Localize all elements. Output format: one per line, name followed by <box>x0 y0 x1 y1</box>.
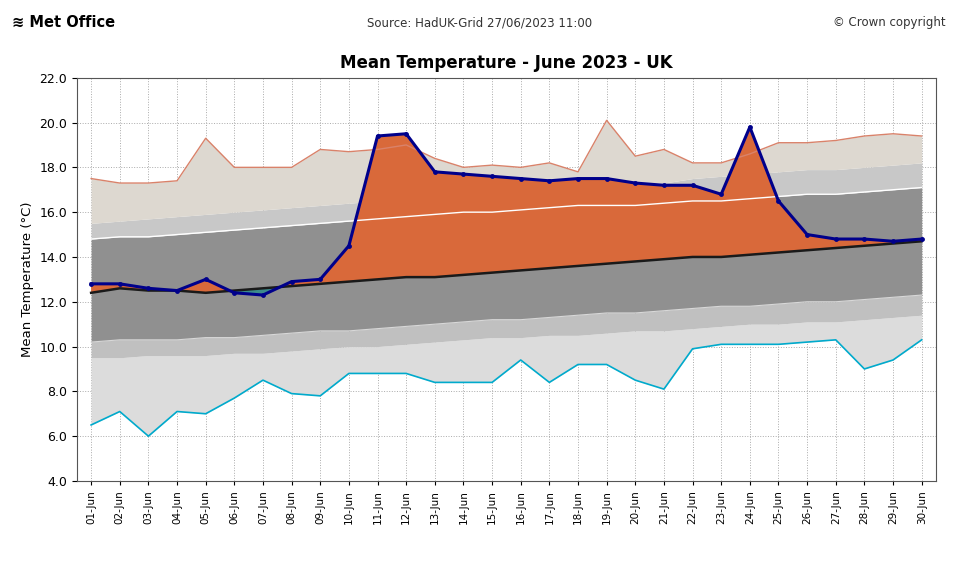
Title: Mean Temperature - June 2023 - UK: Mean Temperature - June 2023 - UK <box>340 54 673 72</box>
Text: ≋ Met Office: ≋ Met Office <box>12 14 114 29</box>
Text: © Crown copyright: © Crown copyright <box>833 16 946 29</box>
Text: Source: HadUK-Grid 27/06/2023 11:00: Source: HadUK-Grid 27/06/2023 11:00 <box>368 16 592 29</box>
Y-axis label: Mean Temperature (°C): Mean Temperature (°C) <box>21 202 34 357</box>
